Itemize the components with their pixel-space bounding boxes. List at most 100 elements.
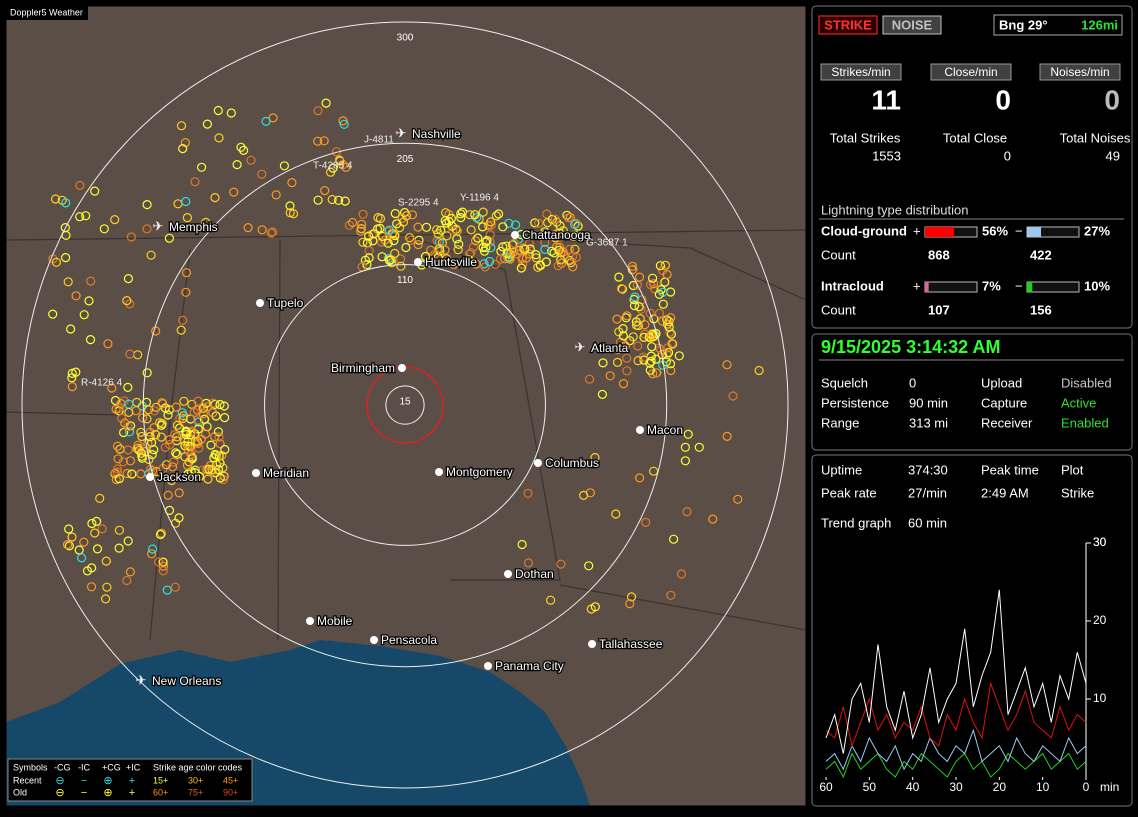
strike-symbol	[176, 121, 187, 131]
strike-symbol	[571, 218, 581, 228]
button[interactable]	[882, 15, 942, 35]
strike-symbol	[261, 116, 271, 127]
legend-symbol: +	[129, 775, 135, 787]
strike-symbol	[321, 98, 331, 108]
button[interactable]	[818, 15, 878, 35]
strike-symbol	[563, 213, 574, 223]
strike-symbol	[378, 231, 388, 241]
strike-symbol	[660, 260, 671, 270]
strike-symbol	[64, 524, 74, 534]
strike-symbol	[517, 253, 527, 264]
strike-symbol	[465, 249, 475, 259]
strike-symbol	[142, 224, 152, 234]
strike-symbol	[453, 245, 463, 255]
strike-symbol	[123, 274, 133, 284]
city-dot	[414, 258, 422, 266]
strike-symbol	[142, 368, 152, 378]
strike-symbol	[375, 223, 385, 233]
strike-symbol	[683, 429, 693, 439]
strike-symbol	[204, 464, 214, 474]
strike-symbol	[142, 200, 152, 210]
strike-symbol	[647, 273, 658, 283]
strike-symbol	[347, 217, 358, 228]
strike-symbol	[490, 259, 500, 269]
strike-symbol	[524, 238, 535, 249]
trend-line	[825, 728, 1087, 771]
legend-age: 60+	[153, 787, 168, 797]
strike-symbol	[279, 161, 289, 171]
total-label: Total Noises	[1060, 130, 1131, 145]
stat-label: Plot	[1061, 462, 1084, 477]
strike-symbol	[201, 217, 211, 227]
strike-symbol	[127, 469, 137, 479]
strike-symbol	[666, 329, 677, 339]
strike-symbol	[550, 214, 560, 224]
city-label: Chattanooga	[522, 228, 591, 242]
total-label: Total Close	[943, 130, 1007, 145]
stat-value: 2:49 AM	[981, 485, 1029, 500]
strike-symbol	[680, 442, 691, 452]
y-tick-label: 20	[1093, 613, 1107, 627]
pct-label: 27%	[1084, 223, 1110, 238]
strike-symbol	[144, 454, 154, 465]
city-dot	[534, 459, 542, 467]
ring-label: 15	[399, 396, 411, 407]
strike-symbol	[147, 549, 157, 559]
strike-symbol	[407, 210, 417, 220]
strike-symbol	[87, 518, 97, 529]
bearing: Bng 29°	[999, 17, 1048, 32]
stat-value: 374:30	[908, 462, 948, 477]
legend-symbol: ⊕	[103, 775, 112, 787]
strike-symbol	[167, 475, 177, 486]
strike-symbol	[122, 296, 132, 306]
strike-symbol	[533, 262, 543, 272]
strike-symbol	[362, 260, 372, 270]
strike-symbol	[559, 250, 569, 260]
strike-symbol	[665, 327, 675, 337]
city-label: Atlanta	[591, 341, 629, 355]
strike-symbol	[126, 232, 136, 242]
strike-symbol	[313, 195, 323, 205]
city-dot	[370, 636, 378, 644]
button-label[interactable]: STRIKE	[824, 17, 872, 32]
strike-symbol	[187, 454, 197, 464]
airport-icon: ✈	[575, 339, 586, 354]
strike-symbol	[662, 269, 672, 280]
strike-symbol	[199, 414, 209, 424]
strike-symbol	[494, 209, 504, 219]
legend-age: 75+	[188, 787, 203, 797]
button-label[interactable]: NOISE	[892, 17, 933, 32]
strike-symbol	[193, 424, 203, 434]
status-value: Active	[1061, 395, 1096, 410]
count-label: Count	[821, 247, 856, 262]
strike-symbol	[154, 557, 164, 567]
stat-value: 60 min	[908, 515, 947, 530]
strike-symbol	[75, 212, 85, 222]
legend-symbol: ⊖	[55, 775, 64, 787]
strike-symbol	[401, 242, 411, 253]
strike-symbol	[656, 345, 666, 355]
strike-symbol	[466, 225, 476, 235]
strike-symbol	[111, 404, 121, 414]
strike-symbol	[618, 331, 629, 341]
legend-header: +IC	[126, 762, 141, 772]
range-ring	[264, 264, 546, 546]
strike-symbol	[156, 420, 167, 430]
strike-symbol	[178, 315, 188, 325]
strike-symbol	[182, 460, 192, 470]
strike-symbol	[61, 198, 71, 208]
legend-header: +CG	[102, 762, 121, 772]
strike-symbol	[680, 456, 691, 466]
strike-symbol	[146, 250, 156, 260]
status-label: Capture	[981, 395, 1027, 410]
strike-symbol	[285, 201, 295, 211]
map-legend	[7, 758, 253, 802]
strike-symbol	[176, 325, 186, 335]
strike-symbol	[92, 544, 103, 554]
strike-symbol	[754, 365, 764, 376]
strike-symbol	[628, 332, 638, 342]
strike-symbol	[622, 311, 632, 321]
strike-symbol	[79, 310, 89, 320]
status-label: Range	[821, 415, 859, 430]
strike-symbol	[632, 280, 643, 290]
